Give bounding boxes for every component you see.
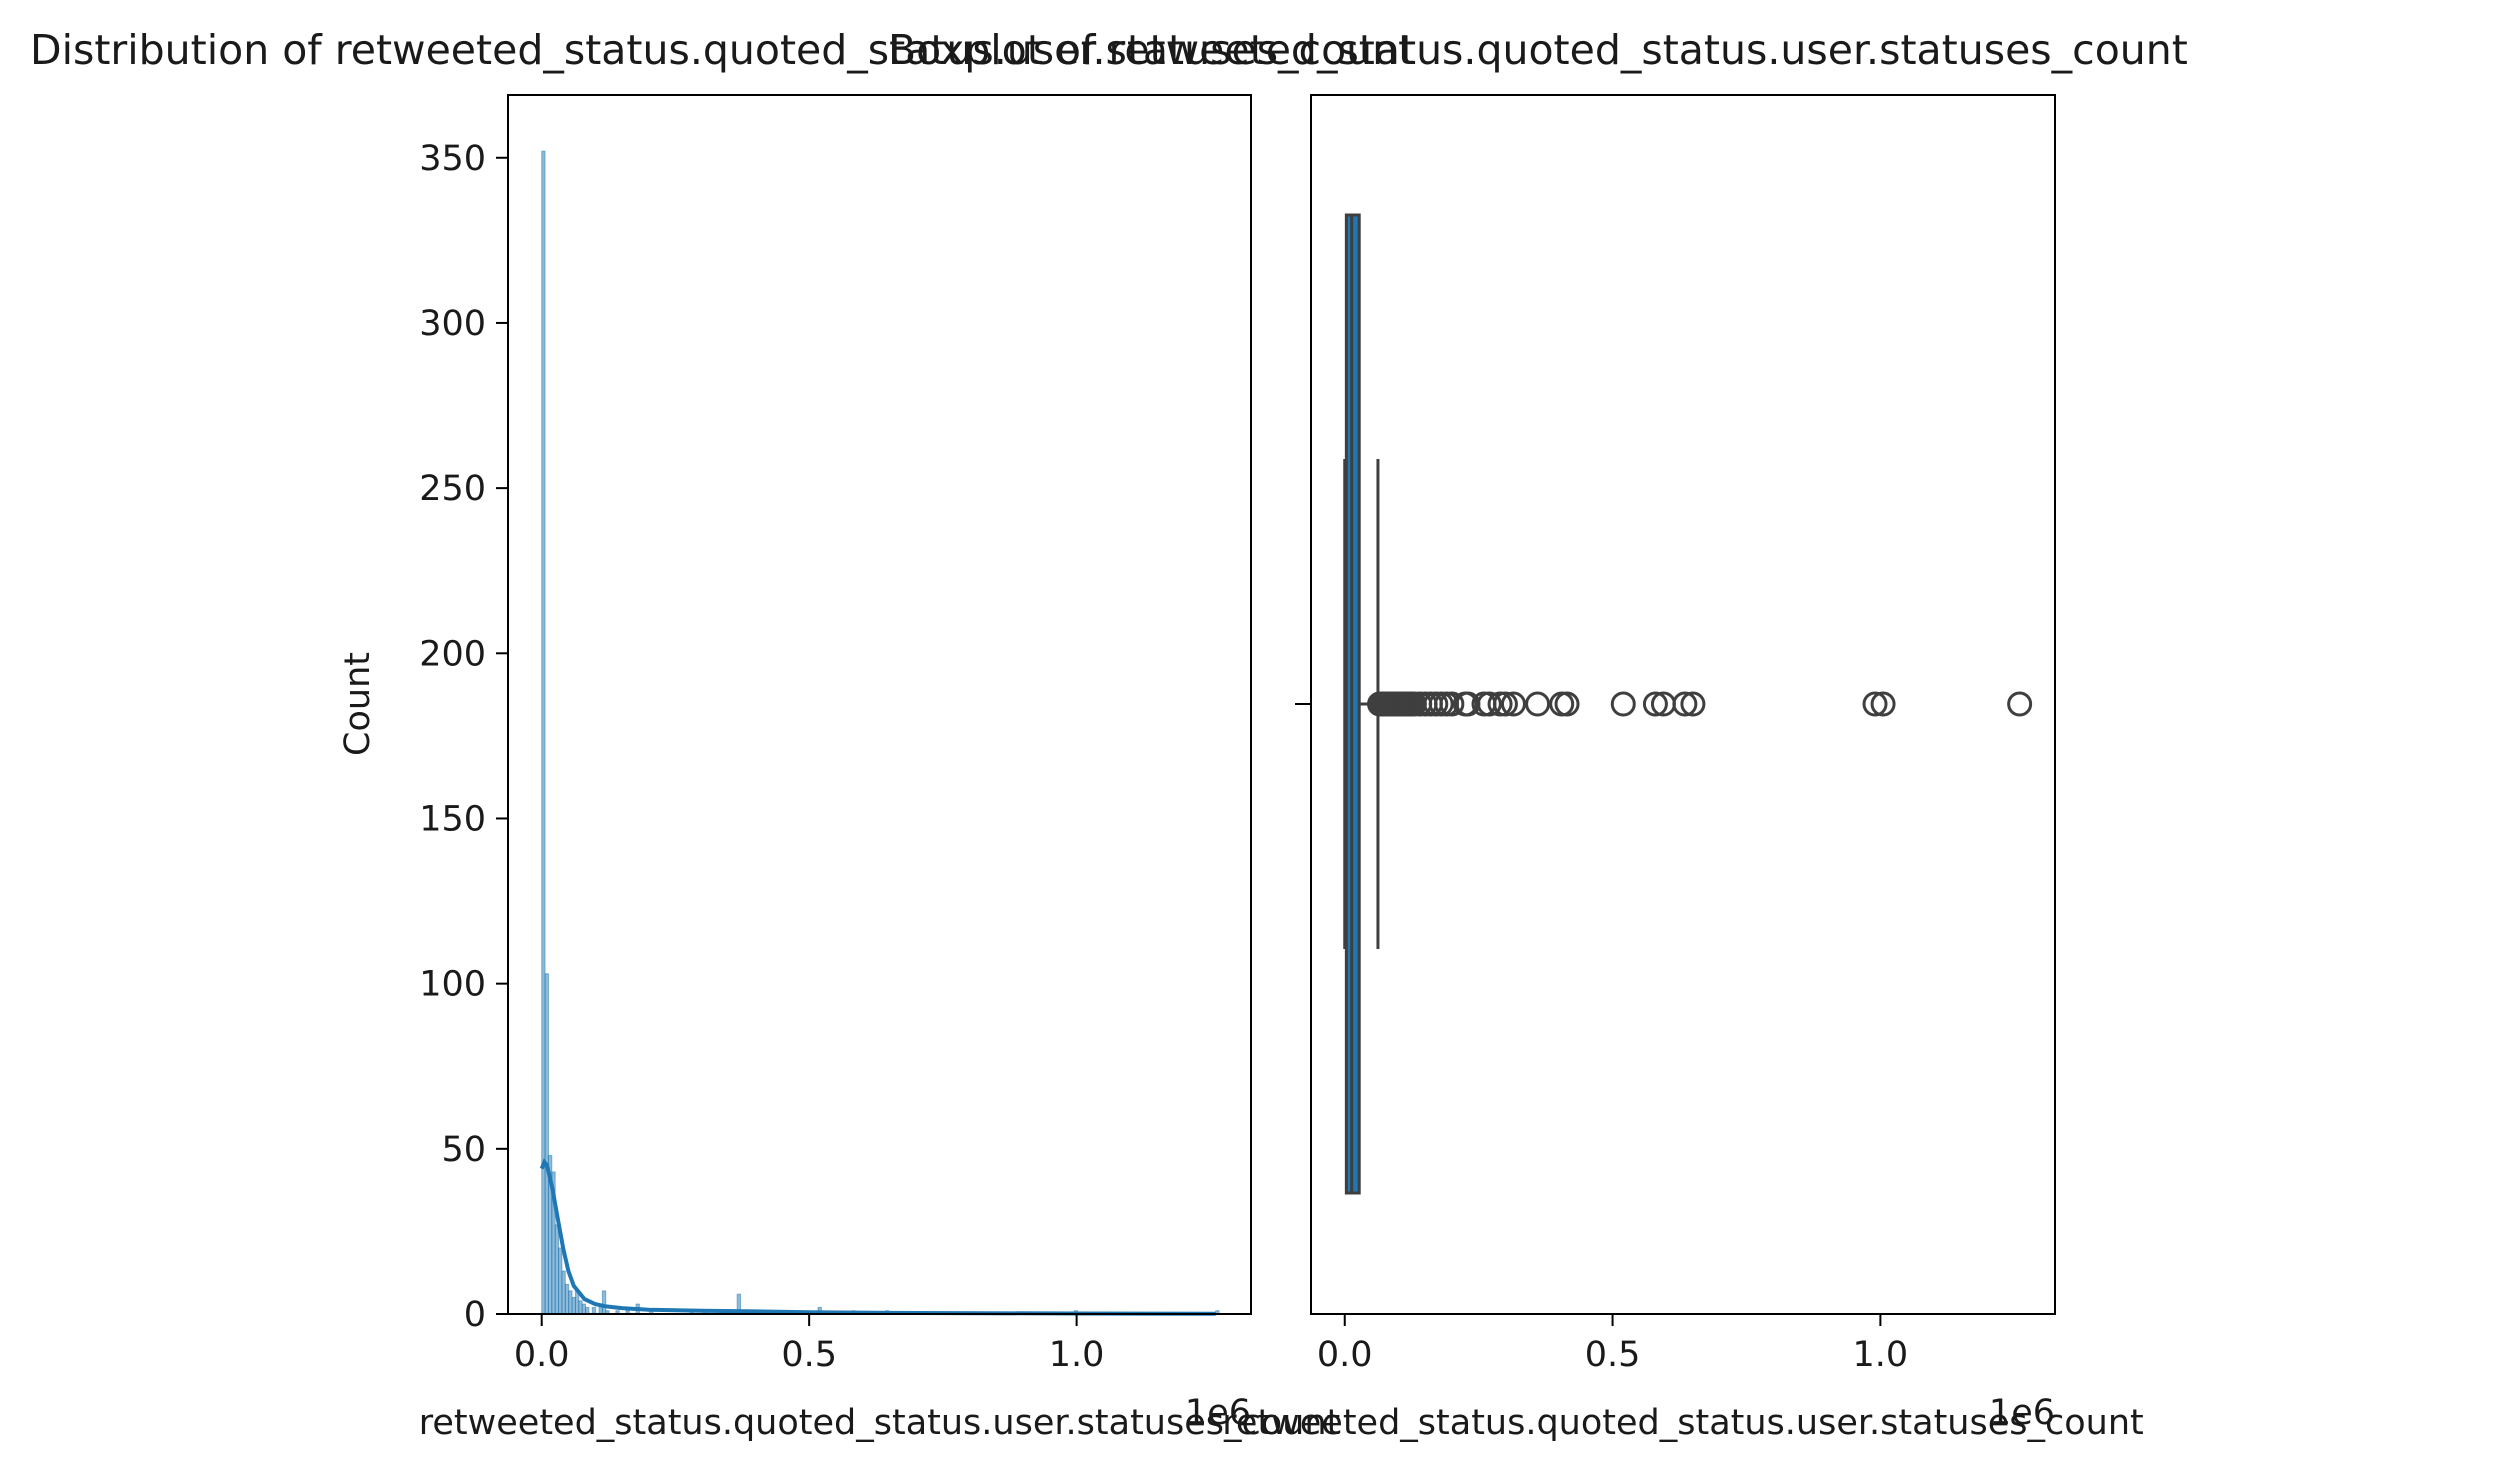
histogram-y-tick-label: 200: [419, 634, 486, 674]
histogram-bar: [568, 1290, 573, 1315]
histogram-y-ticks: 0 50 100 150 200 250 300 350: [419, 139, 508, 1335]
histogram-bar: [571, 1296, 576, 1315]
boxplot-outlier: [2007, 691, 2033, 717]
boxplot-outlier: [1492, 691, 1518, 717]
histogram-bars: [541, 150, 1220, 1315]
histogram-x-axis-label: retweeted_status.quoted_status.user.stat…: [419, 1403, 1340, 1443]
histogram-bar: [581, 1303, 587, 1315]
histogram-bar: [578, 1300, 583, 1315]
histogram-bar: [561, 1270, 566, 1315]
histogram-bar: [564, 1283, 570, 1315]
histogram-x-offset-label: 1e6: [1185, 1393, 1251, 1433]
histogram-y-tick-label: 0: [464, 1295, 486, 1335]
histogram-x-tick-label: 1.0: [1049, 1335, 1105, 1375]
boxplot-outlier: [1642, 691, 1668, 717]
boxplot-title: Boxplot of retweeted_status.quoted_statu…: [888, 26, 2188, 74]
boxplot-x-tick-label: 1.0: [1853, 1335, 1909, 1375]
histogram-y-tick-label: 300: [419, 304, 486, 344]
kde-curve: [539, 1158, 1216, 1316]
histogram-panel: 0.0 0.5 1.0 0 50 100 150 200 250 300 350 Distribu…: [30, 26, 1414, 1443]
boxplot-panel: 0.0 0.5 1.0 Boxplot of retweeted_status.qu…: [888, 26, 2188, 1443]
boxplot-outlier: [1862, 691, 1888, 717]
boxplot-outlier: [1439, 691, 1465, 717]
boxplot-x-tick-label: 0.0: [1317, 1335, 1373, 1375]
boxplot-outlier: [1549, 691, 1575, 717]
histogram-title: Distribution of retweeted_status.quoted_…: [30, 26, 1414, 74]
boxplot-body: [1343, 213, 1380, 1195]
histogram-x-tick-label: 0.0: [514, 1335, 570, 1375]
histogram-y-tick-label: 350: [419, 139, 486, 179]
boxplot-outlier: [1476, 691, 1502, 717]
boxplot-x-tick-label: 0.5: [1585, 1335, 1641, 1375]
histogram-y-tick-label: 150: [419, 799, 486, 839]
histogram-x-tick-label: 0.5: [781, 1335, 837, 1375]
boxplot-outlier: [1554, 691, 1580, 717]
boxplot-outlier: [1500, 691, 1526, 717]
histogram-bar: [544, 973, 549, 1315]
histogram-x-ticks: 0.0 0.5 1.0: [514, 1314, 1105, 1375]
histogram-y-tick-label: 50: [441, 1130, 486, 1170]
histogram-bar: [541, 150, 546, 1315]
boxplot-x-offset-label: 1e6: [1989, 1393, 2055, 1433]
boxplot-outlier: [1680, 691, 1706, 717]
histogram-axes-frame: [507, 94, 1252, 1315]
boxplot-outlier: [1525, 691, 1551, 717]
histogram-y-tick-label: 100: [419, 965, 486, 1005]
histogram-y-tick-label: 250: [419, 469, 486, 509]
histogram-bar: [558, 1247, 563, 1315]
boxplot-outlier: [1610, 691, 1636, 717]
boxplot-outlier: [1870, 691, 1896, 717]
histogram-y-axis-label: Count: [338, 652, 378, 756]
histogram-bar: [554, 1224, 560, 1315]
boxplot-x-ticks: 0.0 0.5 1.0: [1317, 1314, 1908, 1375]
histogram-bar: [601, 1290, 607, 1315]
boxplot-outlier: [1672, 691, 1698, 717]
boxplot-x-axis-label: retweeted_status.quoted_status.user.stat…: [1222, 1403, 2143, 1443]
boxplot-outliers: [1367, 691, 2033, 717]
